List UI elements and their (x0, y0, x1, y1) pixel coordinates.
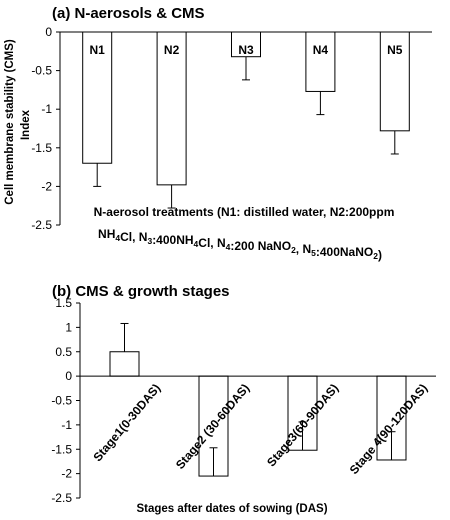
chart-a-y-tick-label: 0 (45, 25, 52, 39)
chart-b-y-tick-label: -1.5 (51, 442, 72, 456)
chart-b-y-tick-label: -2 (61, 467, 72, 481)
chart-b-y-tick-label: -0.5 (51, 394, 72, 408)
chart-a-xlabel-line1: N-aerosol treatments (N1: distilled wate… (94, 205, 395, 219)
chart-a-y-tick-label: -0.5 (31, 64, 52, 78)
chart-a-bars: N1 N2 N3 N4 N5 (82, 31, 410, 209)
chart-a-ylabel-line2: Index (20, 109, 32, 140)
chart-a-y-tick-label: -2 (41, 179, 52, 193)
chart-a-y-tick-label: -2.5 (31, 218, 52, 232)
chart-a: (a) N-aerosols & CMS Cell membrane stabi… (4, 5, 432, 262)
chart-a-category-label: N4 (313, 43, 329, 57)
chart-b-bars (109, 322, 407, 477)
chart-b-y-tick-label: -2.5 (51, 491, 72, 505)
chart-b-y-ticks: 1.5 1 0.5 0 -0.5 -1 -1.5 -2 -2.5 (51, 296, 80, 505)
chart-a-category-label: N3 (238, 43, 254, 57)
chart-b: (b) CMS & growth stages 1.5 1 0.5 0 -0.5 -1 -1… (51, 283, 436, 515)
chart-b-y-tick-label: -1 (61, 418, 72, 432)
chart-b-xlabel: Stages after dates of sowing (DAS) (136, 503, 327, 515)
chart-a-y-ticks: 0 -0.5 -1 -1.5 -2 -2.5 (31, 25, 60, 232)
chart-b-bar (109, 351, 140, 377)
chart-a-y-tick-label: -1 (41, 102, 52, 116)
chart-b-title: (b) CMS & growth stages (52, 283, 230, 300)
chart-b-y-tick-label: 1.5 (55, 296, 72, 310)
chart-a-y-tick-label: -1.5 (31, 141, 52, 155)
chart-a-bar (379, 31, 410, 132)
chart-b-y-tick-label: 1 (65, 320, 72, 334)
chart-a-bar (305, 31, 336, 92)
chart-b-category-label: Stage1(0-30DAS) (90, 381, 163, 464)
chart-a-category-label: N2 (164, 43, 180, 57)
chart-a-category-label: N1 (90, 43, 106, 57)
chart-b-y-tick-label: 0.5 (55, 345, 72, 359)
chart-a-xlabel-line2: NH4Cl, N3:400NH4Cl, N4:200 NaNO2, N5:400… (98, 227, 382, 262)
chart-b-y-tick-label: 0 (65, 369, 72, 383)
chart-a-category-label: N5 (387, 43, 403, 57)
chart-a-ylabel-line1: Cell membrane stability (CMS) (4, 39, 16, 205)
chart-a-title: (a) N-aerosols & CMS (52, 5, 205, 22)
